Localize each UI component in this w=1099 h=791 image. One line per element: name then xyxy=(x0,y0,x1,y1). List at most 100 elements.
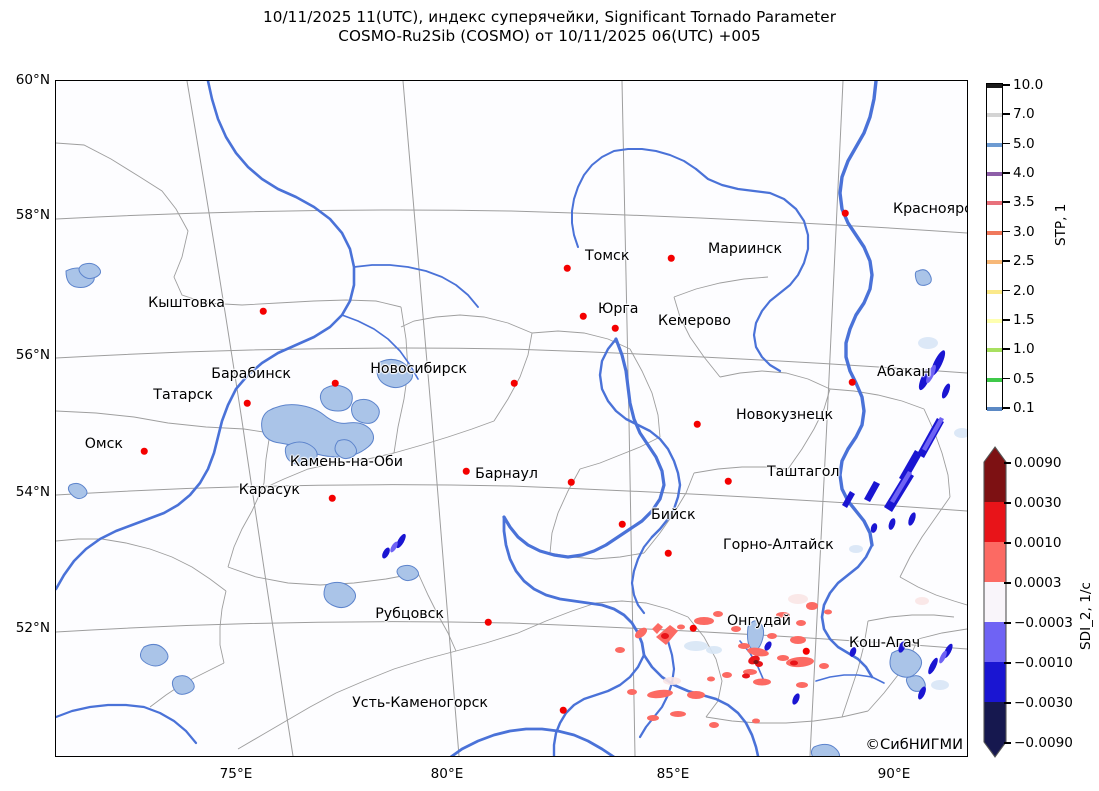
city-marker xyxy=(243,399,251,407)
city-label: Томск xyxy=(585,248,630,264)
colorbar-sdi2-band xyxy=(984,462,1006,503)
city-label: Мариинск xyxy=(708,241,783,257)
sdi2-field xyxy=(382,337,967,728)
city-marker xyxy=(563,264,571,272)
colorbar-stp-tick-label: 4.0 xyxy=(1013,165,1035,182)
city-marker xyxy=(331,379,339,387)
colorbar-stp-tick-mark xyxy=(1003,172,1010,174)
colorbar-stp-tick-mark xyxy=(1003,230,1010,233)
city-label: Кыштовка xyxy=(148,295,225,311)
city-label: Таштагол xyxy=(767,464,840,480)
colorbar-stp-tick-label: 3.0 xyxy=(1013,223,1035,240)
colorbar-stp-title: STP, 1 xyxy=(1053,203,1069,246)
colorbar-sdi2-graphic xyxy=(983,446,1007,758)
city-label: Кош-Агач xyxy=(849,635,921,651)
x-tick-label: 80°E xyxy=(430,766,464,782)
colorbar-stp-tick-mark xyxy=(1003,142,1010,145)
city-label: Онгудай xyxy=(727,613,792,629)
colorbar-stp-tick-label: 1.0 xyxy=(1013,341,1035,358)
city-label: Абакан xyxy=(877,364,931,380)
colorbar-stp-tick-label: 10.0 xyxy=(1013,77,1044,93)
colorbar-stp-tick-mark xyxy=(1003,289,1010,292)
city-marker xyxy=(848,378,856,386)
colorbar-sdi2-band xyxy=(984,662,1006,703)
x-tick-label: 85°E xyxy=(656,766,690,782)
city-label: Камень-на-Оби xyxy=(289,454,403,470)
colorbar-sdi2-tick-label: 0.0010 xyxy=(1014,535,1062,551)
city-marker xyxy=(484,618,492,626)
colorbar-sdi2-tick-label: 0.0003 xyxy=(1014,575,1062,591)
colorbar-stp-tick-label: 7.0 xyxy=(1013,106,1035,123)
map-geometry xyxy=(56,81,967,756)
y-tick-label: 52°N xyxy=(15,620,50,636)
colorbar-sdi2-tick-mark xyxy=(1004,662,1011,664)
colorbar-sdi2-extend-min xyxy=(984,742,1006,757)
colorbar-stp-tick-mark xyxy=(1003,84,1010,86)
city-label: Красноярск xyxy=(893,201,967,217)
colorbar-stp-tick-label: 0.5 xyxy=(1013,370,1035,387)
colorbar-sdi2-tick-label: −0.0030 xyxy=(1014,695,1073,711)
colorbar-sdi2-tick-label: −0.0010 xyxy=(1014,655,1073,671)
colorbar-stp-band xyxy=(987,289,1002,294)
colorbar-stp-band xyxy=(987,201,1002,206)
x-tick-label: 90°E xyxy=(877,766,911,782)
title-line-2: COSMO-Ru2Sib (COSMO) от 10/11/2025 06(UT… xyxy=(338,27,761,46)
city-marker xyxy=(259,307,267,315)
city-label: Усть-Каменогорск xyxy=(352,695,488,711)
city-label: Бийск xyxy=(651,507,696,523)
colorbar-stp-tick-label: 2.5 xyxy=(1013,253,1035,270)
city-label: Юрга xyxy=(598,301,639,317)
page-title: 10/11/2025 11(UTC), индекс суперячейки, … xyxy=(0,8,1099,47)
rivers xyxy=(56,81,885,756)
graticule xyxy=(56,81,967,756)
city-marker xyxy=(693,420,701,428)
colorbar-stp-tick-mark xyxy=(1003,377,1010,380)
colorbar-stp-tick-mark xyxy=(1003,348,1010,350)
colorbar-stp-tick-mark xyxy=(1003,318,1010,321)
city-label: Новокузнецк xyxy=(736,407,834,423)
colorbar-sdi2[interactable] xyxy=(982,446,1008,758)
city-marker xyxy=(559,706,567,714)
colorbar-sdi2-tick-mark xyxy=(1004,502,1011,504)
colorbar-sdi2-ticks: 0.0090 0.0030 0.0010 0.0003 −0.0003 −0.0010 −0… xyxy=(1004,446,1099,758)
city-marker xyxy=(140,447,148,455)
city-marker xyxy=(462,467,470,475)
colorbar-sdi2-band xyxy=(984,582,1006,623)
city-marker xyxy=(664,549,672,557)
colorbar-stp-tick-label: 0.1 xyxy=(1013,400,1035,416)
colorbar-sdi2-tick-mark xyxy=(1004,462,1011,464)
city-marker xyxy=(724,477,732,485)
city-marker xyxy=(328,494,336,502)
city-marker xyxy=(567,478,575,486)
colorbar-sdi2-extend-max xyxy=(984,447,1006,462)
city-label: Горно-Алтайск xyxy=(723,537,834,553)
colorbar-stp-ticks: 10.0 7.0 5.0 4.0 3.5 3.0 2.5 2.0 1.5 1.0 0.5 0.1 xyxy=(1003,77,1099,416)
colorbar-stp-tick-mark xyxy=(1003,260,1010,262)
colorbar-stp-tick-label: 2.0 xyxy=(1013,282,1035,299)
colorbar-stp-band xyxy=(987,348,1002,353)
city-marker xyxy=(579,312,587,320)
y-tick-label: 60°N xyxy=(15,72,50,88)
colorbar-sdi2-band xyxy=(984,502,1006,543)
colorbar-sdi2-band xyxy=(984,702,1006,743)
city-label: Омск xyxy=(84,436,123,452)
colorbar-sdi2-tick-label: −0.0090 xyxy=(1014,735,1073,751)
colorbar-sdi2-tick-label: 0.0030 xyxy=(1014,495,1062,511)
x-tick-label: 75°E xyxy=(219,766,253,782)
colorbar-stp-band xyxy=(987,407,1002,411)
city-label: Карасук xyxy=(238,482,300,498)
colorbar-sdi2-tick-label: −0.0003 xyxy=(1014,615,1073,631)
colorbar-stp-band xyxy=(987,142,1002,147)
colorbar-stp[interactable] xyxy=(986,83,1003,411)
city-marker xyxy=(802,647,810,655)
colorbar-stp-band xyxy=(987,113,1002,118)
title-line-1: 10/11/2025 11(UTC), индекс суперячейки, … xyxy=(262,8,837,26)
copyright-watermark: ©СибНИГМИ xyxy=(865,736,963,753)
y-tick-label: 54°N xyxy=(15,484,50,500)
colorbar-stp-band xyxy=(987,230,1002,235)
city-marker xyxy=(618,520,626,528)
colorbar-sdi2-tick-label: 0.0090 xyxy=(1014,455,1062,471)
city-label: Барнаул xyxy=(475,466,538,482)
map-canvas[interactable]: Кыштовка Томск Мариинск Красноярск Юрга Кемер… xyxy=(55,80,968,757)
